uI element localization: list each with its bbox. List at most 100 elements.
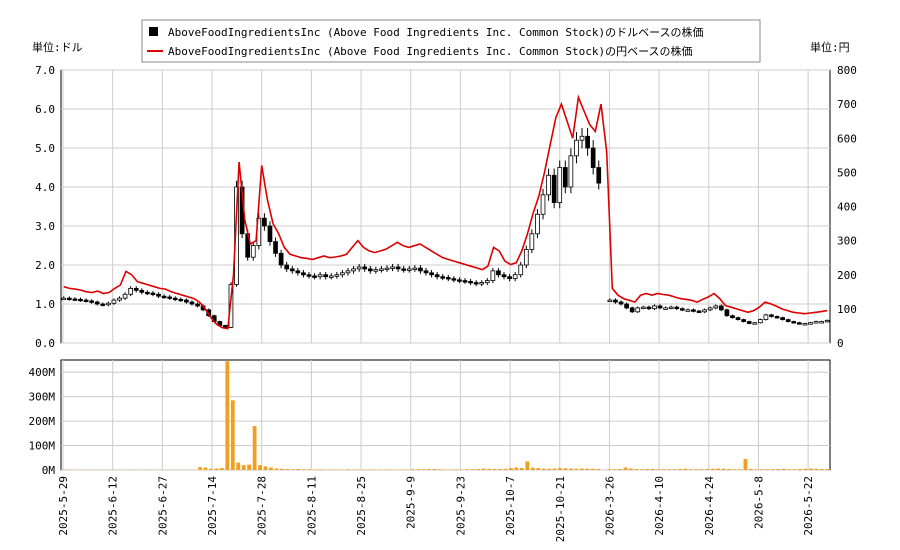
candle-body bbox=[195, 303, 200, 307]
candle-body bbox=[713, 305, 719, 309]
candle-body bbox=[596, 167, 602, 184]
volume-bar bbox=[819, 469, 824, 470]
volume-bar bbox=[410, 469, 415, 470]
candle-body bbox=[757, 319, 763, 324]
candle-body bbox=[390, 266, 395, 269]
candle-body bbox=[824, 319, 830, 323]
candle-body bbox=[618, 301, 624, 305]
volume-bar bbox=[503, 468, 508, 470]
volume-bar bbox=[198, 467, 202, 470]
candle-body bbox=[741, 319, 746, 322]
volume-bar bbox=[563, 468, 568, 470]
volume-bar bbox=[263, 466, 268, 470]
volume-bar bbox=[727, 469, 732, 470]
left-tick-label: 1.0 bbox=[35, 298, 55, 311]
candle-body bbox=[289, 268, 295, 272]
volume-bar bbox=[732, 469, 737, 470]
volume-bar bbox=[683, 468, 688, 470]
candle-body bbox=[551, 174, 557, 204]
volume-bar bbox=[481, 468, 486, 470]
candle-body bbox=[819, 321, 824, 324]
volume-bar bbox=[590, 468, 595, 470]
volume-bar bbox=[454, 469, 459, 470]
volume-bar bbox=[290, 469, 295, 470]
candle-body bbox=[546, 174, 551, 196]
candle-body bbox=[752, 322, 758, 325]
candle-body bbox=[67, 297, 72, 301]
volume-bar bbox=[754, 469, 759, 470]
candle-body bbox=[418, 267, 423, 272]
volume-bar bbox=[661, 469, 666, 470]
candle-body bbox=[663, 307, 668, 310]
right-tick-label: 0 bbox=[837, 337, 844, 350]
volume-bar bbox=[525, 461, 530, 470]
volume-tick-label: 100M bbox=[29, 440, 56, 453]
candle-body bbox=[306, 274, 312, 277]
volume-bar bbox=[514, 467, 519, 470]
legend: AboveFoodIngredientsInc (Above Food Ingr… bbox=[141, 19, 761, 63]
candle-body bbox=[139, 289, 145, 293]
candle-body bbox=[379, 268, 384, 271]
candle-body bbox=[328, 275, 334, 278]
candle-body bbox=[345, 270, 351, 274]
candle-body bbox=[802, 323, 808, 326]
x-tick-label: 2026-5-22 bbox=[802, 476, 815, 536]
volume-bar bbox=[241, 465, 246, 470]
price-panel-frame bbox=[60, 69, 831, 344]
candle-body bbox=[117, 297, 122, 301]
volume-bar bbox=[792, 469, 797, 470]
candle-body bbox=[730, 315, 735, 319]
candle-body bbox=[785, 319, 791, 322]
volume-bar bbox=[269, 467, 273, 470]
x-axis: 2025-5-29 2025-6-12 2025-6-27 2025-7-14 2025… bbox=[57, 476, 815, 543]
volume-bar bbox=[318, 469, 322, 470]
candle-body bbox=[317, 274, 323, 278]
volume-bar bbox=[694, 469, 699, 470]
volume-bar bbox=[721, 468, 726, 470]
volume-bar bbox=[476, 469, 481, 470]
left-unit-label: 単位:ドル bbox=[32, 40, 83, 54]
candle-body bbox=[468, 280, 473, 284]
volume-bar bbox=[607, 469, 612, 470]
volume-bar bbox=[541, 468, 546, 470]
volume-bar bbox=[465, 469, 470, 470]
candle-body bbox=[83, 299, 89, 303]
candle-body bbox=[791, 321, 797, 324]
candle-body bbox=[133, 287, 139, 291]
x-tick-label: 2025-9-9 bbox=[405, 476, 418, 529]
volume-bar bbox=[296, 469, 301, 470]
volume-bar bbox=[432, 469, 437, 470]
x-tick-label: 2025-10-7 bbox=[504, 476, 517, 536]
candle-body bbox=[518, 264, 524, 276]
legend-box bbox=[141, 19, 761, 63]
candle-body bbox=[267, 225, 273, 242]
left-axis: 0.0 1.0 2.0 3.0 4.0 5.0 6.0 7.0 bbox=[35, 64, 55, 350]
candle-body bbox=[128, 287, 134, 295]
x-tick-label: 2025-5-29 bbox=[57, 476, 70, 536]
legend-jpy-label: AboveFoodIngredientsInc (Above Food Ingr… bbox=[168, 44, 693, 58]
volume-bar bbox=[776, 469, 781, 470]
left-tick-label: 0.0 bbox=[35, 337, 55, 350]
volume-axis: 0M 100M 200M 300M 400M bbox=[29, 366, 56, 477]
candle-body bbox=[535, 213, 540, 235]
candle-body bbox=[490, 270, 496, 282]
candle-body bbox=[373, 269, 379, 272]
volume-bar bbox=[825, 469, 830, 470]
right-tick-label: 200 bbox=[837, 269, 857, 282]
volume-bar bbox=[634, 469, 639, 470]
candle-body bbox=[696, 310, 702, 313]
candle-body bbox=[763, 314, 769, 321]
volume-bar bbox=[230, 400, 235, 470]
candle-body bbox=[512, 274, 518, 280]
volume-bar bbox=[585, 468, 590, 470]
price-grid bbox=[61, 69, 830, 344]
volume-tick-label: 400M bbox=[29, 366, 56, 379]
volume-bar bbox=[416, 469, 421, 470]
volume-bar bbox=[307, 469, 312, 470]
volume-bar bbox=[650, 469, 655, 470]
candle-body bbox=[613, 299, 618, 303]
volume-bar bbox=[219, 468, 224, 470]
candle-body bbox=[111, 299, 117, 304]
volume-bar bbox=[814, 468, 819, 470]
candle-body bbox=[340, 272, 345, 276]
